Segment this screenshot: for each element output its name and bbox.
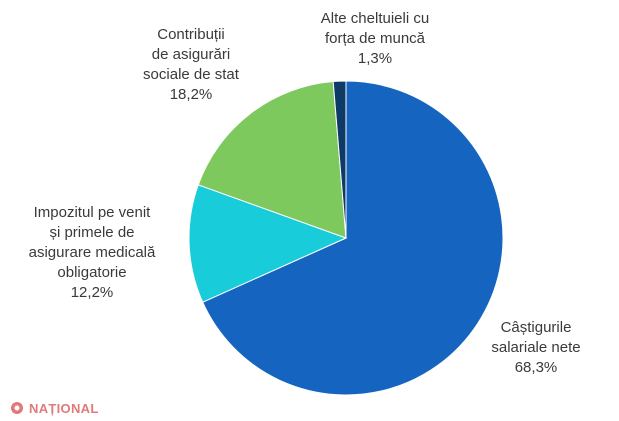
watermark-text: NAȚIONAL [29,401,99,416]
slice-value-label: 1,3% [358,50,392,67]
slice-name-line: salariale nete [491,339,580,356]
slice-labels: Câștigurile salariale nete 68,3% Impozitul … [29,10,581,376]
pie-slice-3 [332,80,347,239]
slice-value-label: 12,2% [71,284,114,301]
watermark: NAȚIONAL [11,401,99,416]
slice-name-line: sociale de stat [143,66,240,83]
slice-name-line: asigurare medicală [29,244,156,261]
slice-name-line: Câștigurile [501,319,572,336]
slice-value-label: 18,2% [170,86,213,103]
national-logo-icon [11,402,23,414]
slice-name-line: și primele de [49,224,134,241]
slice-name-line: Alte cheltuieli cu [321,10,429,27]
slice-name-line: de asigurări [152,46,230,63]
slice-name-line: obligatorie [57,264,126,281]
pie-slice-1 [188,184,348,303]
slice-value-label: 68,3% [515,359,558,376]
slice-name-line: Impozitul pe venit [34,204,152,221]
slice-label-1: Impozitul pe venit și primele de asigurare… [29,204,156,301]
slice-label-3: Alte cheltuieli cu forța de muncă 1,3% [321,10,429,67]
slice-name-line: Contribuții [157,26,225,43]
pie-slice-0 [202,80,504,396]
slice-label-2: Contribuții de asigurări sociale de stat 18… [143,26,240,103]
slice-name-line: forța de muncă [325,30,426,47]
slice-label-0: Câștigurile salariale nete 68,3% [491,319,580,376]
pie-slices [188,80,504,396]
pie-slice-2 [197,80,347,239]
